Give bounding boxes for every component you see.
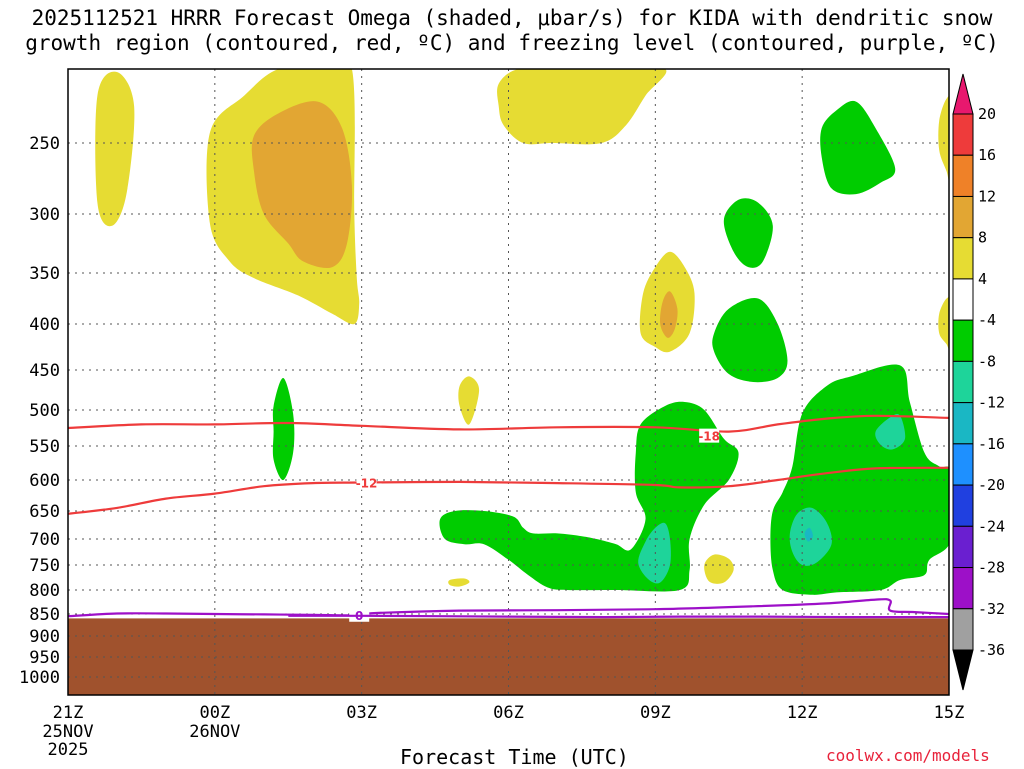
x-tick-label: 06Z <box>493 703 524 723</box>
colorbar-band <box>952 443 974 486</box>
contour-freezing-level-0-lower <box>288 614 949 619</box>
contour-label-bg <box>356 475 377 490</box>
y-tick-label: 400 <box>29 315 60 335</box>
y-tick-label: 300 <box>29 205 60 225</box>
colorbar-tick-label: 12 <box>978 187 996 205</box>
colorbar-arrow-top <box>952 73 974 115</box>
omega-region--4 <box>272 377 295 481</box>
y-tick-label: 700 <box>29 530 60 550</box>
colorbar-tick-label: -24 <box>978 517 1005 535</box>
plot-frame <box>67 68 950 696</box>
x-tick-label: 15Z <box>934 703 965 723</box>
omega-region-4 <box>704 554 734 584</box>
y-tick-label: 350 <box>29 264 60 284</box>
contour-label-bg <box>699 428 720 443</box>
colorbar-tick-label: 16 <box>978 146 996 164</box>
y-tick-label: 650 <box>29 502 60 522</box>
omega-region--4 <box>712 297 788 383</box>
omega-region-4 <box>938 95 949 183</box>
omega-region-8 <box>251 101 353 269</box>
x-tick-label: 09Z <box>640 703 671 723</box>
omega-region-4 <box>448 578 470 587</box>
contour-label-dendritic-minus18: -18 <box>698 430 720 444</box>
colorbar-tick-label: -8 <box>978 352 996 370</box>
colorbar-arrow-bottom <box>952 649 974 691</box>
x-tick-label: 12Z <box>787 703 818 723</box>
colorbar-tick-label: -36 <box>978 641 1005 659</box>
colorbar-band <box>952 113 974 156</box>
x-tick-sublabel: 25NOV <box>42 722 93 742</box>
colorbar-band <box>952 278 974 321</box>
omega-region-4 <box>95 71 135 227</box>
terrain-fill <box>68 618 949 695</box>
x-tick-sublabel: 2025 <box>48 740 89 760</box>
contour-label-dendritic-minus12: -12 <box>356 477 378 491</box>
y-tick-label: 1000 <box>19 668 60 688</box>
colorbar-band <box>952 567 974 610</box>
colorbar: 20 16 12 8 4 -4 -8 -12 -16 -20 -24 -28 -32 -36 <box>952 73 1005 691</box>
y-axis-ticks: 2503003504004505005506006507007508008509… <box>19 134 60 688</box>
colorbar-tick-label: -12 <box>978 394 1005 412</box>
colorbar-tick-label: 20 <box>978 105 996 123</box>
omega-shaded-regions <box>95 69 949 595</box>
y-tick-label: 500 <box>29 401 60 421</box>
y-tick-label: 550 <box>29 437 60 457</box>
colorbar-band <box>952 608 974 651</box>
colorbar-band <box>952 484 974 527</box>
chart-title: 2025112521 HRRR Forecast Omega (shaded, … <box>0 6 1024 56</box>
omega-region--4 <box>820 100 896 195</box>
omega-region--12 <box>804 527 813 542</box>
colorbar-band <box>952 237 974 280</box>
x-axis-label: Forecast Time (UTC) <box>400 745 629 769</box>
contour-freezing-level-0 <box>68 598 949 618</box>
colorbar-tick-label: -16 <box>978 435 1005 453</box>
omega-region--4 <box>723 198 773 268</box>
colorbar-tick-label: -28 <box>978 559 1005 577</box>
contour-dendritic-minus12 <box>68 466 949 515</box>
colorbar-tick-label: -20 <box>978 476 1005 494</box>
colorbar-band <box>952 154 974 197</box>
y-tick-label: 800 <box>29 581 60 601</box>
y-tick-label: 450 <box>29 361 60 381</box>
y-tick-label: 900 <box>29 627 60 647</box>
omega-region-4 <box>497 69 667 145</box>
colorbar-band <box>952 319 974 362</box>
colorbar-tick-label: -32 <box>978 600 1005 618</box>
terrain-layer <box>68 618 949 695</box>
colorbar-band <box>952 360 974 404</box>
y-tick-label: 600 <box>29 471 60 491</box>
contour-lines: -18-120 <box>68 414 949 623</box>
x-tick-label: 21Z <box>53 703 84 723</box>
omega-region--8 <box>638 522 671 584</box>
colorbar-tick-label: 4 <box>978 270 987 288</box>
credit-link[interactable]: coolwx.com/models <box>826 746 990 765</box>
colorbar-tick-label: 8 <box>978 229 987 247</box>
omega-region-8 <box>659 291 678 338</box>
x-tick-label: 03Z <box>346 703 377 723</box>
y-tick-label: 850 <box>29 605 60 625</box>
colorbar-band <box>952 402 974 445</box>
colorbar-tick-label: -4 <box>978 311 996 329</box>
title-line-1: 2025112521 HRRR Forecast Omega (shaded, … <box>31 6 993 30</box>
y-tick-label: 950 <box>29 648 60 668</box>
colorbar-band <box>952 525 974 569</box>
contour-dendritic-minus18 <box>68 414 949 433</box>
omega-region-4 <box>458 376 480 425</box>
x-tick-sublabel: 26NOV <box>189 722 240 742</box>
y-tick-label: 250 <box>29 134 60 154</box>
x-tick-label: 00Z <box>199 703 230 723</box>
y-tick-label: 750 <box>29 556 60 576</box>
colorbar-band <box>952 195 974 239</box>
omega-region--8 <box>875 413 906 450</box>
title-line-2: growth region (contoured, red, ºC) and f… <box>25 31 999 55</box>
